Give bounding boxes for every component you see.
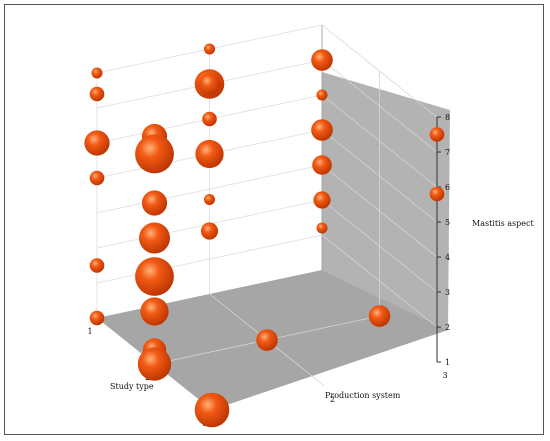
bubble-point (91, 67, 103, 79)
bubble-point (204, 43, 215, 55)
z-tick-label: 6 (445, 183, 450, 192)
bubble-point (140, 297, 169, 326)
bubble-point (137, 347, 172, 381)
bubble-series (84, 43, 445, 428)
bubble-point (198, 73, 221, 95)
bubble-point (256, 329, 278, 351)
z-tick-label: 3 (445, 288, 450, 297)
bubble-point (141, 190, 168, 216)
z-tick-label: 7 (445, 148, 450, 157)
bubble-point (195, 139, 224, 169)
z-tick-label: 4 (445, 253, 450, 262)
bubble-point (139, 222, 170, 254)
bubble-point (135, 257, 174, 296)
bubble-point (194, 392, 230, 428)
z-tick-label: 5 (445, 218, 450, 227)
bubble-point (202, 111, 217, 127)
bubble-point (368, 305, 391, 327)
bubble-point (429, 186, 445, 202)
bubble-point (429, 127, 445, 142)
x-axis-label: Study type (110, 382, 154, 391)
z-tick-label: 2 (445, 323, 450, 332)
bubble-point (84, 130, 110, 156)
y-tick-label: 2 (330, 395, 335, 404)
bubble-point (135, 134, 174, 174)
y-tick-label: 3 (442, 371, 447, 380)
z-tick-label: 8 (445, 113, 450, 122)
z-axis-label: Mastitis aspect (472, 219, 534, 228)
bubble-point (313, 191, 331, 209)
x-tick-label: 1 (87, 327, 92, 336)
z-tick-label: 1 (445, 358, 450, 367)
bubble-point (311, 49, 333, 71)
bubble-point (311, 119, 333, 141)
y-axis-label: Production system (325, 391, 401, 400)
bubble-point (316, 222, 328, 234)
bubble-point (89, 258, 105, 273)
bubble-point (89, 170, 105, 186)
bubble-point (312, 155, 332, 175)
bubble-point (89, 86, 105, 102)
bubble-point (316, 89, 328, 101)
bubble-point (89, 310, 105, 326)
bubble-point (200, 222, 219, 240)
bubble-point (204, 194, 215, 205)
